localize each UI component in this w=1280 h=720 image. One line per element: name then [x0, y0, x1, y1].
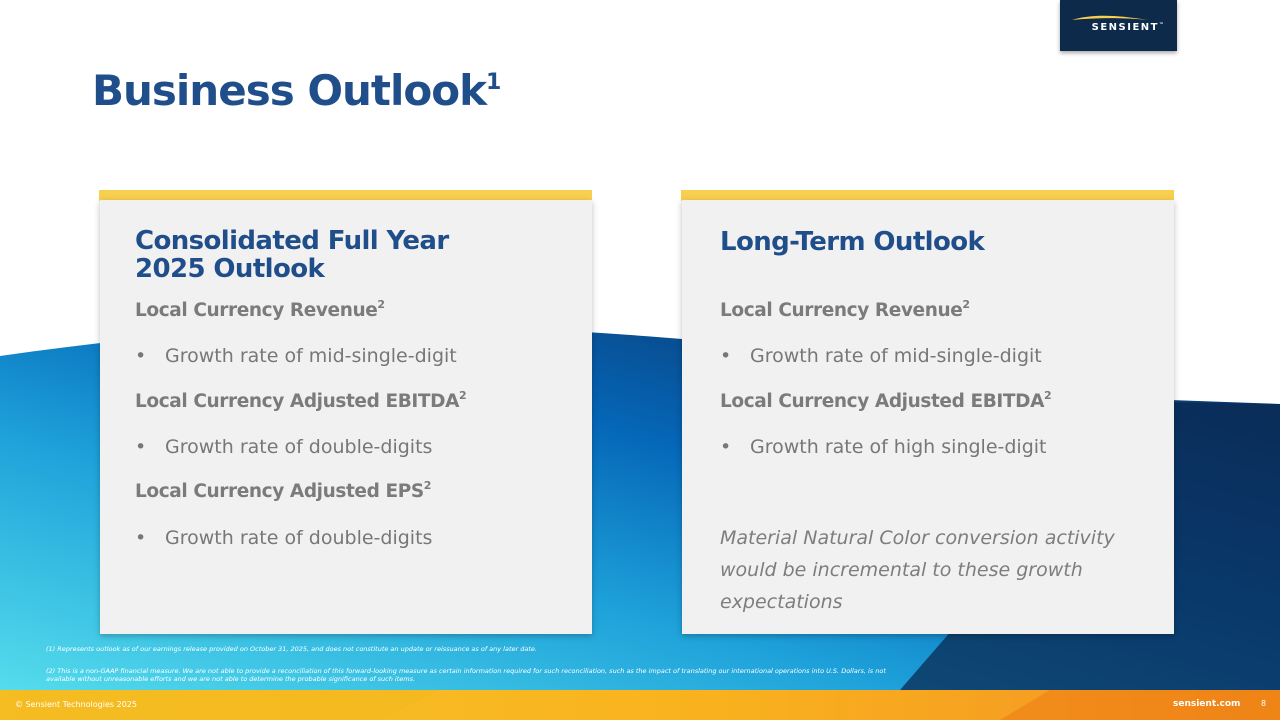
- right-card-accent-bar: [681, 190, 1174, 201]
- section-heading: Local Currency Adjusted EPS2: [135, 479, 432, 502]
- card-title-line1: Consolidated Full Year: [135, 226, 449, 256]
- incremental-note: Material Natural Color conversion activi…: [720, 527, 1115, 613]
- bullet-text: Growth rate of high single-digit: [750, 436, 1047, 458]
- footnote-ref: 2: [423, 479, 432, 492]
- footnote-2: (2) This is a non-GAAP financial measure…: [46, 667, 886, 683]
- card-long-term-outlook: Long-Term Outlook Local Currency Revenue…: [682, 200, 1174, 634]
- card-title: Long-Term Outlook: [720, 227, 985, 257]
- card-title: Consolidated Full Year 2025 Outlook: [135, 227, 449, 283]
- bullet-text: Growth rate of mid-single-digit: [165, 345, 457, 367]
- section-heading: Local Currency Revenue2: [135, 298, 385, 321]
- bullet-text: Growth rate of double-digits: [165, 527, 433, 549]
- logo-swoosh-icon: [1072, 15, 1148, 20]
- card-title-line2: 2025 Outlook: [135, 254, 325, 284]
- footer-copyright: © Sensient Technologies 2025: [15, 700, 137, 709]
- section-heading-text: Local Currency Adjusted EBITDA: [135, 391, 459, 412]
- footnote-1: (1) Represents outlook as of our earning…: [46, 645, 537, 653]
- bullet-dot: •: [720, 436, 732, 458]
- left-card-accent-bar: [99, 190, 592, 201]
- bullet-dot: •: [135, 527, 147, 549]
- logo-trademark: ™: [1159, 22, 1164, 28]
- section-heading-text: Local Currency Revenue: [720, 300, 963, 321]
- sensient-logo: SENSIENT™: [1060, 0, 1177, 51]
- footnote-ref: 2: [962, 298, 970, 311]
- section-heading-text: Local Currency Adjusted EPS: [135, 481, 424, 502]
- page-title-footnote-ref: 1: [486, 70, 502, 95]
- bullet-dot: •: [135, 345, 147, 367]
- bullet-dot: •: [720, 345, 732, 367]
- footnote-ref: 2: [1043, 389, 1052, 402]
- page-number: 8: [1261, 699, 1267, 708]
- bullet-dot: •: [135, 436, 147, 458]
- section-heading-text: Local Currency Adjusted EBITDA: [720, 391, 1044, 412]
- footer-website-link[interactable]: sensient.com: [1173, 699, 1241, 709]
- footnote-ref: 2: [377, 298, 385, 311]
- section-heading: Local Currency Adjusted EBITDA2: [135, 389, 467, 412]
- card-full-year-outlook: Consolidated Full Year 2025 Outlook Loca…: [100, 200, 592, 634]
- page-title-text: Business Outlook: [92, 66, 487, 115]
- page-title: Business Outlook1: [92, 66, 501, 115]
- bullet-text: Growth rate of mid-single-digit: [750, 345, 1042, 367]
- section-heading: Local Currency Adjusted EBITDA2: [720, 389, 1052, 412]
- section-heading: Local Currency Revenue2: [720, 298, 970, 321]
- footnote-ref: 2: [458, 389, 467, 402]
- card-title-line1: Long-Term Outlook: [720, 227, 985, 257]
- section-heading-text: Local Currency Revenue: [135, 300, 378, 321]
- logo-wordmark: SENSIENT: [1091, 22, 1159, 33]
- bullet-text: Growth rate of double-digits: [165, 436, 433, 458]
